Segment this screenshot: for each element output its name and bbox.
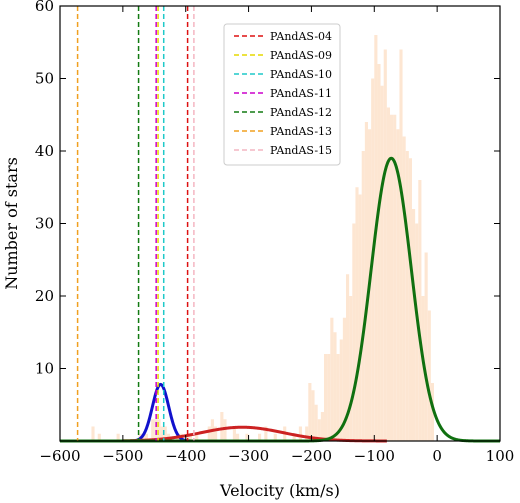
histogram-bar: [214, 426, 218, 441]
histogram-bar: [220, 412, 224, 441]
histogram-bar: [245, 433, 249, 441]
x-tick-label: −100: [354, 447, 395, 465]
histogram-bar: [342, 317, 346, 441]
histogram-bar: [317, 419, 321, 441]
legend-label: PAndAS-10: [270, 68, 332, 81]
legend-label: PAndAS-04: [270, 30, 332, 43]
y-axis-label: Number of stars: [2, 157, 21, 290]
histogram-bar: [402, 136, 406, 441]
x-tick-label: −300: [228, 447, 269, 465]
y-tick-label: 60: [35, 0, 54, 15]
histogram-bar: [424, 252, 428, 441]
histogram-bar: [207, 426, 211, 441]
histogram-bar: [305, 426, 309, 441]
x-tick-label: 0: [432, 447, 442, 465]
histogram-bar: [151, 419, 155, 441]
histogram-bar: [364, 122, 368, 441]
legend-label: PAndAS-09: [270, 49, 332, 62]
histogram-bar: [361, 151, 365, 441]
histogram-bar: [380, 85, 384, 441]
x-tick-label: −200: [291, 447, 332, 465]
histogram-bar: [232, 426, 236, 441]
histogram-bar: [157, 419, 161, 441]
y-tick-label: 10: [35, 360, 54, 378]
histogram-bar: [144, 433, 148, 441]
histogram-bar: [346, 274, 350, 441]
histogram-bar: [314, 404, 318, 441]
histogram-bar: [386, 107, 390, 441]
histogram-bar: [399, 49, 403, 441]
histogram-bar: [298, 426, 302, 441]
histogram-bar: [97, 433, 101, 441]
histogram-bar: [405, 151, 409, 441]
histogram-bar: [292, 433, 296, 441]
histogram-bar: [163, 426, 167, 441]
legend: PAndAS-04 PAndAS-09 PAndAS-10 PAndAS-11 PAnd…: [223, 23, 341, 166]
histogram-bar: [383, 49, 387, 441]
histogram-bar: [308, 383, 312, 441]
histogram-bar: [377, 64, 381, 441]
cluster-velocity-lines: [76, 6, 195, 441]
histogram-bar: [430, 383, 434, 441]
x-axis-label: Velocity (km/s): [219, 481, 340, 500]
histogram-bar: [264, 426, 268, 441]
histogram-bar: [236, 433, 240, 441]
histogram-bar: [324, 354, 328, 441]
histogram-bar: [160, 426, 164, 441]
histogram-bar: [273, 433, 277, 441]
histogram-bar: [330, 317, 334, 441]
histogram-bar: [223, 419, 227, 441]
histogram-bar: [320, 412, 324, 441]
histogram-bar: [311, 390, 315, 441]
histogram-bar: [185, 433, 189, 441]
legend-label: PAndAS-15: [270, 144, 332, 157]
y-tick-label: 30: [35, 215, 54, 233]
histogram-bar: [355, 187, 359, 441]
histogram-bar: [333, 332, 337, 441]
x-axis-ticks: −600 −500 −400 −300 −200 −100 0 100: [39, 6, 514, 465]
histogram-bar: [427, 310, 431, 441]
y-tick-label: 20: [35, 287, 54, 305]
histogram-bar: [418, 180, 422, 441]
legend-box: [223, 23, 341, 166]
x-tick-label: −600: [39, 447, 80, 465]
legend-label: PAndAS-13: [270, 125, 332, 138]
histogram-bar: [349, 296, 353, 441]
histogram-bar: [396, 129, 400, 441]
histogram-bar: [188, 433, 192, 441]
y-tick-label: 40: [35, 142, 54, 160]
histogram-bar: [336, 354, 340, 441]
histogram-bar: [258, 433, 262, 441]
x-tick-label: −500: [102, 447, 143, 465]
histogram-bar: [195, 433, 199, 441]
y-axis-ticks: 10 20 30 40 50 60: [35, 0, 500, 378]
histogram-bar: [358, 194, 362, 441]
histogram-bar: [91, 426, 95, 441]
histogram-bar: [352, 223, 356, 441]
histogram-bar: [412, 209, 416, 441]
histogram-bar: [415, 223, 419, 441]
histogram-bar: [393, 114, 397, 441]
legend-label: PAndAS-11: [270, 87, 332, 100]
gaussian-curve: [129, 382, 193, 443]
histogram-bar: [408, 158, 412, 441]
histogram-bar: [116, 433, 120, 441]
histogram-bar: [339, 339, 343, 441]
histogram-bar: [327, 354, 331, 441]
y-tick-label: 50: [35, 70, 54, 88]
x-tick-label: −400: [165, 447, 206, 465]
histogram-bar: [390, 114, 394, 441]
x-tick-label: 100: [486, 447, 515, 465]
gaussian-curve: [122, 425, 387, 443]
legend-label: PAndAS-12: [270, 106, 332, 119]
